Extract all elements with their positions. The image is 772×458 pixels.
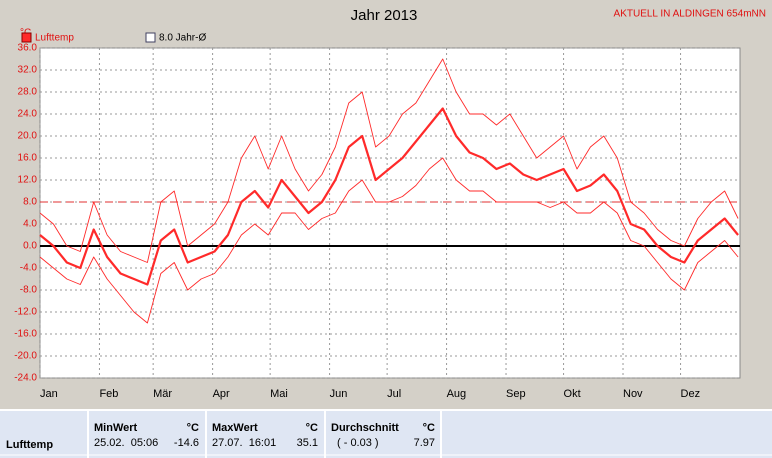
x-tick-label: Nov — [623, 388, 643, 400]
table-cell: 7.97 — [414, 437, 435, 449]
y-tick-label: 4.0 — [23, 219, 37, 230]
station-label: AKTUELL IN ALDINGEN 654mNN — [614, 9, 766, 20]
x-tick-label: Aug — [447, 388, 467, 400]
y-tick-label: -24.0 — [14, 373, 37, 384]
table-bg — [0, 410, 772, 458]
chart-title: Jahr 2013 — [351, 7, 418, 24]
y-tick-label: 12.0 — [18, 175, 38, 186]
table-header: MinWert — [94, 422, 138, 434]
y-tick-label: -8.0 — [20, 285, 38, 296]
y-tick-label: 32.0 — [18, 65, 38, 76]
legend-label: Lufttemp — [35, 33, 74, 44]
y-tick-label: -16.0 — [14, 329, 37, 340]
x-tick-label: Mai — [270, 388, 288, 400]
table-header: °C — [423, 422, 435, 434]
legend-swatch — [21, 32, 32, 43]
table-cell: Lufttemp — [6, 439, 53, 451]
y-tick-label: 28.0 — [18, 87, 38, 98]
y-tick-label: 20.0 — [18, 131, 38, 142]
x-tick-label: Apr — [213, 388, 230, 400]
table-cell: 25.02. 05:06 — [94, 437, 158, 449]
x-tick-label: Dez — [681, 388, 701, 400]
y-tick-label: -12.0 — [14, 307, 37, 318]
x-tick-label: Jun — [330, 388, 348, 400]
x-tick-label: Jul — [387, 388, 401, 400]
x-tick-label: Sep — [506, 388, 526, 400]
series-line — [39, 107, 739, 286]
y-tick-label: -20.0 — [14, 351, 37, 362]
x-tick-label: Jan — [40, 388, 58, 400]
y-tick-label: -4.0 — [20, 263, 38, 274]
table-header: °C — [187, 422, 199, 434]
y-tick-label: 0.0 — [23, 241, 37, 252]
table-cell: 35.1 — [297, 437, 318, 449]
y-tick-label: 36.0 — [18, 43, 38, 54]
table-cell: 27.07. 16:01 — [212, 437, 276, 449]
table-header: MaxWert — [212, 422, 258, 434]
series-line — [39, 58, 739, 263]
table-cell: ( - 0.03 ) — [337, 437, 379, 449]
legend-label: 8.0 Jahr-Ø — [159, 33, 206, 44]
stats-table: MinWert °C MaxWert °C Durchschnitt °C Lu… — [0, 409, 772, 458]
table-header: Durchschnitt — [331, 422, 399, 434]
y-tick-label: 24.0 — [18, 109, 38, 120]
y-tick-label: 8.0 — [23, 197, 37, 208]
legend-swatch — [145, 32, 156, 43]
series-line — [39, 157, 739, 324]
table-cell: -14.6 — [174, 437, 199, 449]
y-tick-label: 16.0 — [18, 153, 38, 164]
plot-area — [39, 47, 741, 379]
table-header: °C — [306, 422, 318, 434]
x-tick-label: Okt — [564, 388, 581, 400]
x-tick-label: Mär — [153, 388, 172, 400]
x-tick-label: Feb — [99, 388, 118, 400]
